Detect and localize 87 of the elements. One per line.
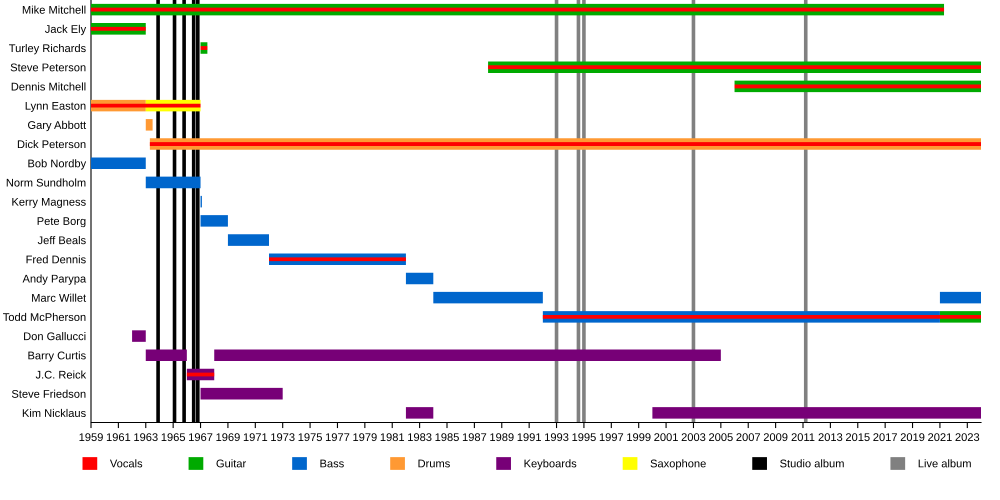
- x-tick-label: 2009: [764, 433, 788, 442]
- x-tick-label: 1977: [326, 433, 350, 442]
- bar: [91, 104, 201, 108]
- x-tick-label: 1963: [134, 433, 158, 442]
- x-tick-label: 1979: [353, 433, 377, 442]
- y-tick-label: Steve Peterson: [10, 63, 86, 72]
- y-tick-label: Jack Ely: [44, 24, 86, 36]
- x-tick-label: 2013: [818, 433, 842, 442]
- legend-label: Drums: [418, 460, 450, 468]
- bar: [734, 84, 981, 88]
- bar: [91, 157, 146, 169]
- y-tick-label: Marc Willet: [32, 294, 86, 302]
- x-tick-label: 2011: [792, 433, 814, 442]
- bar: [488, 65, 981, 70]
- y-tick-label: Don Gallucci: [24, 332, 86, 340]
- x-tick-label: 2015: [846, 433, 870, 442]
- bar: [200, 46, 208, 50]
- y-tick-label: Bob Nordby: [28, 159, 86, 170]
- y-tick-label: Turley Richards: [9, 44, 86, 54]
- y-tick-label: Lynn Easton: [26, 102, 86, 112]
- y-tick-label: Mike Mitchell: [22, 6, 86, 14]
- x-tick-label: 2005: [709, 433, 733, 442]
- legend-label: Vocals: [110, 459, 142, 468]
- legend-label: Live album: [918, 459, 971, 468]
- bar: [186, 372, 214, 376]
- legend-label: Saxophone: [650, 459, 706, 470]
- x-tick-label: 1975: [298, 433, 322, 442]
- bar: [406, 272, 434, 284]
- y-tick-label: Jeff Beals: [38, 236, 86, 244]
- bar: [200, 388, 283, 400]
- bar: [214, 350, 721, 362]
- bar: [150, 142, 981, 146]
- y-tick-label: Todd McPherson: [3, 312, 86, 322]
- bar: [269, 257, 406, 262]
- x-tick-label: 1989: [490, 433, 514, 442]
- x-tick-label: 2007: [736, 433, 760, 442]
- x-tick-label: 1993: [545, 433, 568, 442]
- x-tick-label: 1959: [79, 433, 103, 442]
- y-tick-label: Barry Curtis: [28, 351, 86, 362]
- x-tick-label: 1965: [162, 433, 186, 442]
- legend-label: Guitar: [216, 459, 246, 468]
- bar: [146, 350, 187, 362]
- bar: [652, 407, 981, 419]
- x-tick-label: 1995: [572, 433, 596, 442]
- x-tick-label: 1991: [518, 433, 541, 442]
- bar: [200, 215, 228, 227]
- x-tick-label: 1967: [189, 433, 212, 442]
- bar: [228, 234, 269, 246]
- y-tick-label: Kim Nicklaus: [22, 408, 86, 418]
- x-tick-label: 2001: [654, 433, 678, 442]
- bar: [542, 314, 981, 319]
- bar: [132, 330, 146, 342]
- bar: [91, 26, 146, 31]
- x-tick-label: 1985: [435, 433, 459, 442]
- legend-label: Bass: [320, 460, 344, 468]
- bar: [91, 8, 944, 12]
- x-tick-label: 1997: [600, 433, 624, 442]
- bar: [940, 292, 981, 304]
- x-tick-label: 1969: [216, 433, 240, 442]
- y-tick-label: Dick Peterson: [18, 140, 86, 148]
- x-tick-label: 2019: [900, 433, 924, 442]
- y-tick-label: Steve Friedson: [12, 390, 86, 398]
- x-tick-label: 2017: [873, 433, 897, 442]
- x-tick-label: 1961: [106, 433, 130, 442]
- x-tick-label: 2023: [956, 433, 980, 442]
- bar: [433, 292, 543, 304]
- x-tick-label: 1983: [408, 433, 432, 442]
- bar: [406, 407, 434, 419]
- y-tick-label: Gary Abbott: [28, 120, 86, 132]
- legend-label: Keyboards: [524, 459, 576, 470]
- y-tick-label: Pete Borg: [38, 217, 86, 228]
- x-tick-label: 2021: [928, 433, 952, 442]
- x-tick-label: 1973: [271, 433, 295, 442]
- legend-label: Studio album: [780, 459, 844, 468]
- y-tick-label: Andy Parypa: [22, 274, 86, 285]
- y-tick-label: Norm Sundholm: [6, 178, 86, 187]
- y-tick-label: Fred Dennis: [26, 255, 86, 264]
- x-tick-label: 1999: [627, 433, 651, 442]
- x-tick-label: 2003: [682, 433, 706, 442]
- y-tick-label: Kerry Magness: [12, 198, 86, 208]
- y-tick-label: Dennis Mitchell: [12, 82, 86, 91]
- x-tick-label: 1981: [380, 433, 404, 442]
- bar: [146, 119, 153, 131]
- x-tick-label: 1971: [244, 433, 268, 442]
- x-tick-label: 1987: [462, 433, 486, 442]
- bar: [146, 176, 201, 188]
- y-tick-label: J.C. Reick: [36, 370, 86, 379]
